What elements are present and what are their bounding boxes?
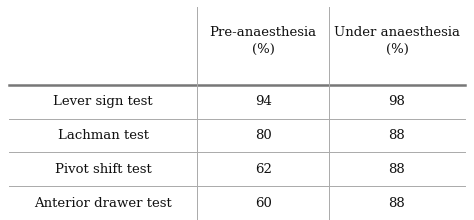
Text: Pre-anaesthesia
(%): Pre-anaesthesia (%) [210,26,317,56]
Text: 88: 88 [389,129,405,142]
Text: Under anaesthesia
(%): Under anaesthesia (%) [334,26,460,56]
Text: Pivot shift test: Pivot shift test [55,163,152,176]
Text: 80: 80 [255,129,272,142]
Text: 88: 88 [389,163,405,176]
Text: 98: 98 [389,95,405,108]
Text: Anterior drawer test: Anterior drawer test [34,197,172,210]
Text: 88: 88 [389,197,405,210]
Text: 60: 60 [255,197,272,210]
Text: Lachman test: Lachman test [58,129,148,142]
Text: 62: 62 [255,163,272,176]
Text: 94: 94 [255,95,272,108]
Text: Lever sign test: Lever sign test [53,95,153,108]
